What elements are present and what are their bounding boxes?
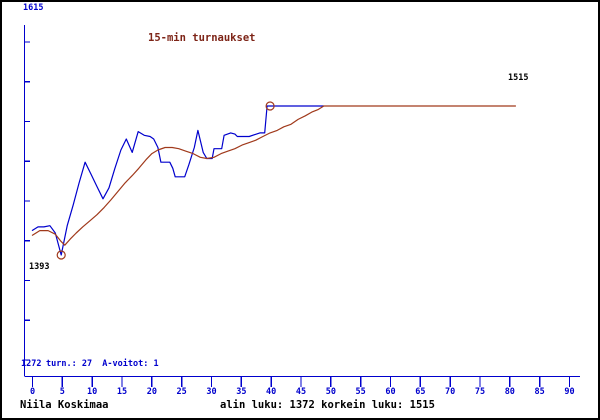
x-tick-label: 40 bbox=[266, 387, 277, 397]
x-tick-label: 0 bbox=[29, 387, 36, 397]
x-tick-label: 85 bbox=[534, 387, 545, 397]
x-tick-label: 15 bbox=[116, 387, 128, 397]
x-tick-label: 55 bbox=[355, 387, 366, 397]
x-tick-label: 10 bbox=[87, 387, 98, 397]
x-tick-label: 75 bbox=[474, 387, 486, 397]
player-name: Niila Koskimaa bbox=[20, 399, 109, 411]
blue-rating-line bbox=[31, 105, 324, 256]
low-point-label: 1393 bbox=[29, 262, 50, 272]
min-marker bbox=[56, 250, 66, 260]
x-tick-label: 70 bbox=[445, 387, 456, 397]
peak-value-label: 1515 bbox=[508, 73, 529, 83]
x-tick-label: 35 bbox=[236, 387, 247, 397]
tournament-stats-text: turn.: 27 A-voitot: 1 bbox=[46, 359, 159, 369]
x-tick-label: 30 bbox=[206, 387, 217, 397]
y-axis-max-label: 1615 bbox=[23, 3, 44, 13]
brown-average-line bbox=[31, 105, 516, 246]
chart-title: 15-min turnaukset bbox=[148, 32, 256, 44]
rating-curves bbox=[31, 105, 516, 256]
x-tick-label: 25 bbox=[176, 387, 187, 397]
x-tick-label: 80 bbox=[504, 387, 515, 397]
range-summary: alin luku: 1372 korkein luku: 1515 bbox=[220, 399, 435, 411]
x-tick-label: 20 bbox=[146, 387, 157, 397]
x-tick-label: 65 bbox=[415, 387, 426, 397]
x-tick-label: 45 bbox=[295, 387, 307, 397]
x-tick-label: 50 bbox=[325, 387, 336, 397]
extreme-markers bbox=[56, 101, 275, 260]
axes bbox=[23, 25, 580, 387]
max-marker bbox=[265, 101, 275, 111]
y-axis-min-label: 1272 bbox=[21, 359, 42, 369]
x-tick-label: 5 bbox=[59, 387, 65, 397]
x-tick-label: 90 bbox=[564, 387, 575, 397]
x-tick-label: 60 bbox=[385, 387, 396, 397]
